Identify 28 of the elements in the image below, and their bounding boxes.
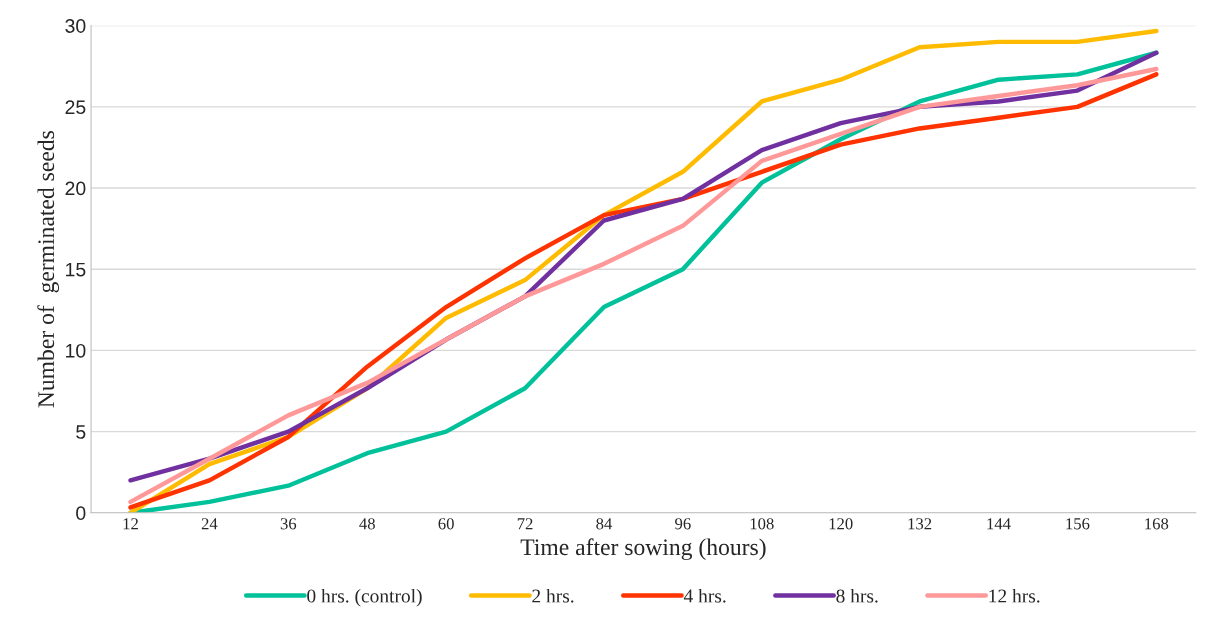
- x-tick-label: 96: [675, 518, 691, 530]
- legend-label: 2 hrs.: [532, 588, 574, 603]
- x-tick-label: 120: [829, 518, 853, 530]
- y-tick-label: 25: [65, 100, 86, 115]
- x-tick-label: 36: [280, 518, 297, 530]
- x-tick-label: 108: [750, 518, 774, 530]
- x-tick-label: 60: [438, 518, 454, 530]
- y-tick-label: 15: [66, 262, 86, 277]
- y-tick-label: 5: [76, 425, 86, 439]
- x-axis-title: Time after sowing (hours): [520, 538, 766, 561]
- y-tick-label: 0: [76, 506, 86, 521]
- legend-label: 8 hrs.: [836, 588, 878, 603]
- x-tick-label: 12: [123, 518, 138, 530]
- y-tick-label: 30: [65, 19, 86, 33]
- legend-label: 4 hrs.: [683, 588, 726, 603]
- x-tick-label: 168: [1145, 518, 1169, 530]
- legend-label: 12 hrs.: [989, 588, 1040, 603]
- y-axis-title: Number of germinated seeds: [37, 131, 60, 408]
- y-tick-label: 20: [65, 181, 86, 196]
- y-tick-label: 10: [66, 343, 86, 358]
- x-tick-label: 156: [1066, 518, 1090, 530]
- x-tick-label: 24: [201, 518, 218, 530]
- x-tick-label: 48: [359, 518, 375, 530]
- x-tick-label: 84: [596, 518, 613, 530]
- x-tick-label: 144: [987, 518, 1011, 530]
- x-tick-label: 132: [908, 518, 932, 530]
- x-tick-label: 72: [517, 518, 533, 530]
- legend-label: 0 hrs. (control): [307, 588, 422, 607]
